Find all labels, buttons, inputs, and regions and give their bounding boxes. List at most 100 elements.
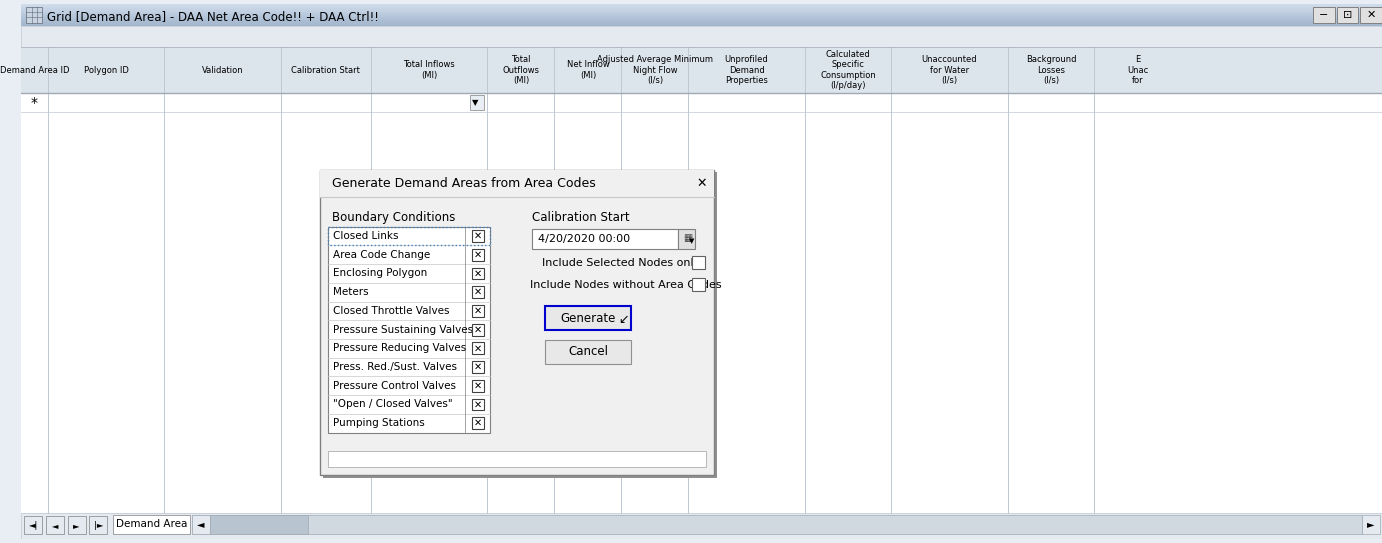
Text: *: *: [30, 96, 37, 110]
Text: −: −: [1320, 10, 1328, 20]
Bar: [471, 286, 484, 298]
Text: ⊡: ⊡: [1343, 10, 1352, 20]
Text: 4/20/2020 00:00: 4/20/2020 00:00: [538, 234, 630, 244]
Bar: [471, 268, 484, 280]
Text: Total
Outflows
(MI): Total Outflows (MI): [503, 55, 539, 85]
Bar: [328, 451, 706, 467]
Text: ✕: ✕: [697, 177, 706, 190]
Text: ◄|: ◄|: [29, 521, 39, 529]
Text: ✕: ✕: [1367, 10, 1376, 20]
Text: Demand Area: Demand Area: [116, 519, 187, 529]
Bar: [21, 14, 1382, 15]
Bar: [1313, 7, 1335, 23]
Bar: [1360, 7, 1382, 23]
Bar: [46, 516, 64, 534]
Bar: [21, 10, 1382, 12]
Bar: [21, 9, 1382, 11]
Bar: [471, 399, 484, 411]
Bar: [21, 19, 1382, 21]
Text: Validation: Validation: [202, 66, 243, 74]
Text: Cancel: Cancel: [568, 345, 608, 358]
Text: ✕: ✕: [474, 381, 482, 391]
Text: ✕: ✕: [474, 268, 482, 279]
Bar: [21, 11, 1382, 13]
Bar: [532, 229, 677, 249]
Bar: [471, 343, 484, 354]
Bar: [328, 226, 491, 245]
Text: Unaccounted
for Water
(l/s): Unaccounted for Water (l/s): [922, 55, 977, 85]
Bar: [471, 361, 484, 373]
Text: Boundary Conditions: Boundary Conditions: [332, 211, 455, 224]
Bar: [321, 169, 714, 197]
Text: Demand Area ID: Demand Area ID: [0, 66, 69, 74]
Text: Background
Losses
(l/s): Background Losses (l/s): [1025, 55, 1077, 85]
Bar: [90, 516, 108, 534]
Bar: [21, 4, 1382, 5]
Bar: [545, 340, 632, 364]
Text: Calibration Start: Calibration Start: [532, 211, 629, 224]
Bar: [21, 47, 1382, 513]
Bar: [21, 47, 1382, 93]
Bar: [323, 173, 717, 478]
Bar: [21, 16, 1382, 17]
Bar: [21, 513, 1382, 539]
Bar: [21, 21, 1382, 23]
Bar: [545, 306, 632, 330]
Bar: [328, 226, 491, 433]
Bar: [21, 15, 1382, 16]
Text: Generate Demand Areas from Area Codes: Generate Demand Areas from Area Codes: [332, 177, 596, 190]
Bar: [692, 256, 705, 269]
Bar: [210, 515, 308, 534]
Text: ▦: ▦: [684, 233, 692, 243]
Text: Pumping Stations: Pumping Stations: [333, 418, 424, 428]
Text: Calculated
Specific
Consumption
(l/p/day): Calculated Specific Consumption (l/p/day…: [820, 50, 876, 90]
Text: Net Inflow
(MI): Net Inflow (MI): [567, 60, 609, 80]
Bar: [471, 230, 484, 242]
Text: Enclosing Polygon: Enclosing Polygon: [333, 268, 427, 279]
Bar: [471, 380, 484, 392]
Bar: [21, 12, 1382, 14]
Bar: [21, 7, 1382, 9]
Text: ✕: ✕: [474, 306, 482, 316]
Text: ✕: ✕: [474, 250, 482, 260]
Text: Pressure Sustaining Valves: Pressure Sustaining Valves: [333, 325, 473, 334]
Text: Closed Links: Closed Links: [333, 231, 398, 241]
Text: Closed Throttle Valves: Closed Throttle Valves: [333, 306, 449, 316]
Bar: [21, 18, 1382, 20]
Text: |►: |►: [94, 521, 104, 529]
Text: Include Selected Nodes only: Include Selected Nodes only: [542, 258, 699, 268]
Text: Include Nodes without Area Codes: Include Nodes without Area Codes: [529, 280, 721, 290]
Bar: [21, 5, 1382, 7]
Text: ✕: ✕: [474, 343, 482, 353]
Text: ✕: ✕: [474, 362, 482, 372]
Bar: [470, 94, 484, 110]
Bar: [471, 418, 484, 429]
Bar: [1336, 7, 1359, 23]
Bar: [21, 93, 1382, 112]
Text: Grid [Demand Area] - DAA Net Area Code!! + DAA Ctrl!!: Grid [Demand Area] - DAA Net Area Code!!…: [47, 10, 379, 23]
Text: ✕: ✕: [474, 400, 482, 409]
Text: ▼: ▼: [688, 238, 694, 244]
Bar: [26, 7, 43, 23]
Text: Meters: Meters: [333, 287, 369, 297]
Text: Press. Red./Sust. Valves: Press. Red./Sust. Valves: [333, 362, 457, 372]
Bar: [21, 20, 1382, 22]
Text: ↙: ↙: [618, 313, 629, 326]
Bar: [321, 169, 714, 475]
Text: ◄: ◄: [198, 519, 205, 529]
Bar: [21, 26, 1382, 47]
Text: ✕: ✕: [474, 231, 482, 241]
Bar: [471, 305, 484, 317]
Text: Adjusted Average Minimum
Night Flow
(l/s): Adjusted Average Minimum Night Flow (l/s…: [597, 55, 713, 85]
Text: ◄: ◄: [51, 521, 58, 529]
Bar: [113, 515, 189, 534]
Bar: [21, 22, 1382, 24]
Bar: [192, 515, 210, 534]
Text: ►: ►: [73, 521, 80, 529]
Text: "Open / Closed Valves": "Open / Closed Valves": [333, 400, 452, 409]
Text: ✕: ✕: [474, 287, 482, 297]
Text: Calibration Start: Calibration Start: [292, 66, 361, 74]
Bar: [1363, 515, 1381, 534]
Text: Generate: Generate: [560, 312, 615, 325]
Text: Polygon ID: Polygon ID: [84, 66, 129, 74]
